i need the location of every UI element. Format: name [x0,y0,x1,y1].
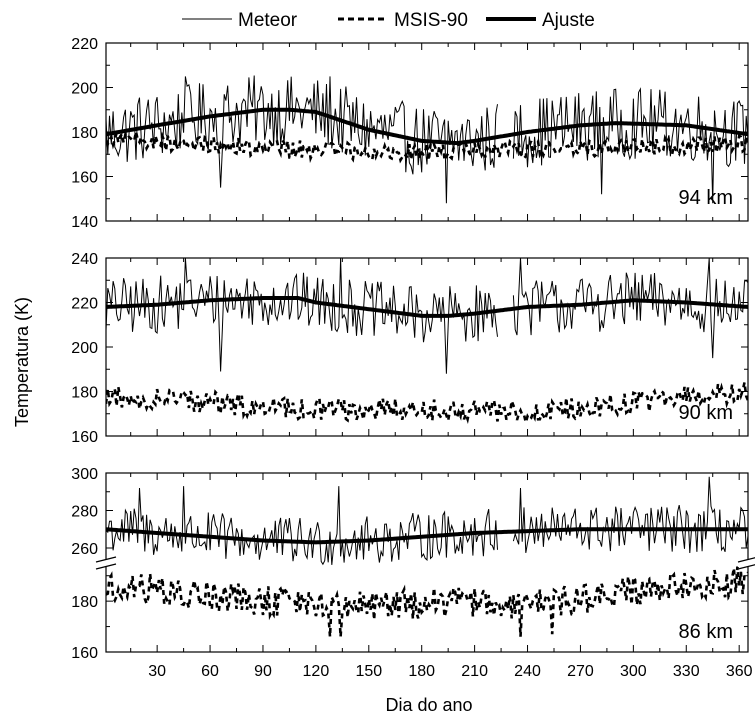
legend: Meteor MSIS-90 Ajuste [182,10,595,31]
series-group-90km [106,258,748,428]
x-tick-label: 360 [726,663,753,680]
axis-break-mark-86km [95,563,117,570]
meteor-line-86km [106,476,748,566]
fit-line-86km [106,527,748,545]
y-tick-label-86km: 160 [71,645,98,662]
msis-line-86km [106,566,748,637]
x-tick-label: 270 [567,663,594,680]
fit-line-94km [106,107,748,146]
legend-label-ajuste: Ajuste [542,10,595,31]
frame-94km [105,42,749,222]
panel-label-94km: 94 km [679,187,733,209]
msis-line-90km [106,382,748,428]
x-tick-label: 120 [303,663,330,680]
y-axis-title: Temperatura (K) [12,297,32,427]
panel-label-86km: 86 km [679,621,733,643]
x-tick-label: 60 [201,663,219,680]
x-tick-label: 150 [355,663,382,680]
x-tick-label: 30 [148,663,166,680]
y-tick-label-86km: 180 [71,594,98,611]
meteor-line-90km [106,258,748,374]
y-tick-label-90km: 180 [71,385,98,402]
x-axis-ticks: 30 60 90 120 150 180 210 240 270 300 330 360 [148,663,752,680]
legend-label-meteor: Meteor [238,10,298,31]
frame-86km [105,472,749,653]
x-tick-label: 330 [673,663,700,680]
axis-break-mask-86km [738,559,755,567]
y-tick-label-94km: 160 [71,170,98,187]
y-tick-label-94km: 220 [71,36,98,53]
y-tick-label-90km: 160 [71,429,98,446]
msis-line-94km [106,130,748,165]
x-tick-label: 90 [254,663,272,680]
fit-line-90km [106,296,748,318]
y-tick-label-90km: 240 [71,251,98,268]
y-tick-label-86km: 300 [71,466,98,483]
x-tick-label: 300 [620,663,647,680]
y-tick-label-94km: 200 [71,81,98,98]
series-group-94km [106,75,748,204]
y-tick-label-90km: 200 [71,340,98,357]
panel-label-90km: 90 km [679,402,733,424]
x-tick-label: 240 [514,663,541,680]
y-tick-label-90km: 220 [71,296,98,313]
y-tick-label-86km: 260 [71,541,98,558]
x-axis-title: Dia do ano [385,695,472,715]
axis-break-mask-86km [96,559,116,567]
y-tick-label-94km: 180 [71,125,98,142]
y-tick-label-86km: 280 [71,504,98,521]
axis-break-mark-86km [95,556,117,563]
panel-86km: 260 280 300 160 180 [71,466,755,662]
x-tick-label: 210 [461,663,488,680]
x-tick-label: 180 [408,663,435,680]
series-group-86km [106,476,748,637]
panel-94km: 140 160 180 200 220 [71,36,749,231]
panel-90km: 160 180 200 220 240 [71,251,749,446]
y-tick-label-94km: 140 [71,214,98,231]
legend-label-msis: MSIS-90 [394,10,468,31]
